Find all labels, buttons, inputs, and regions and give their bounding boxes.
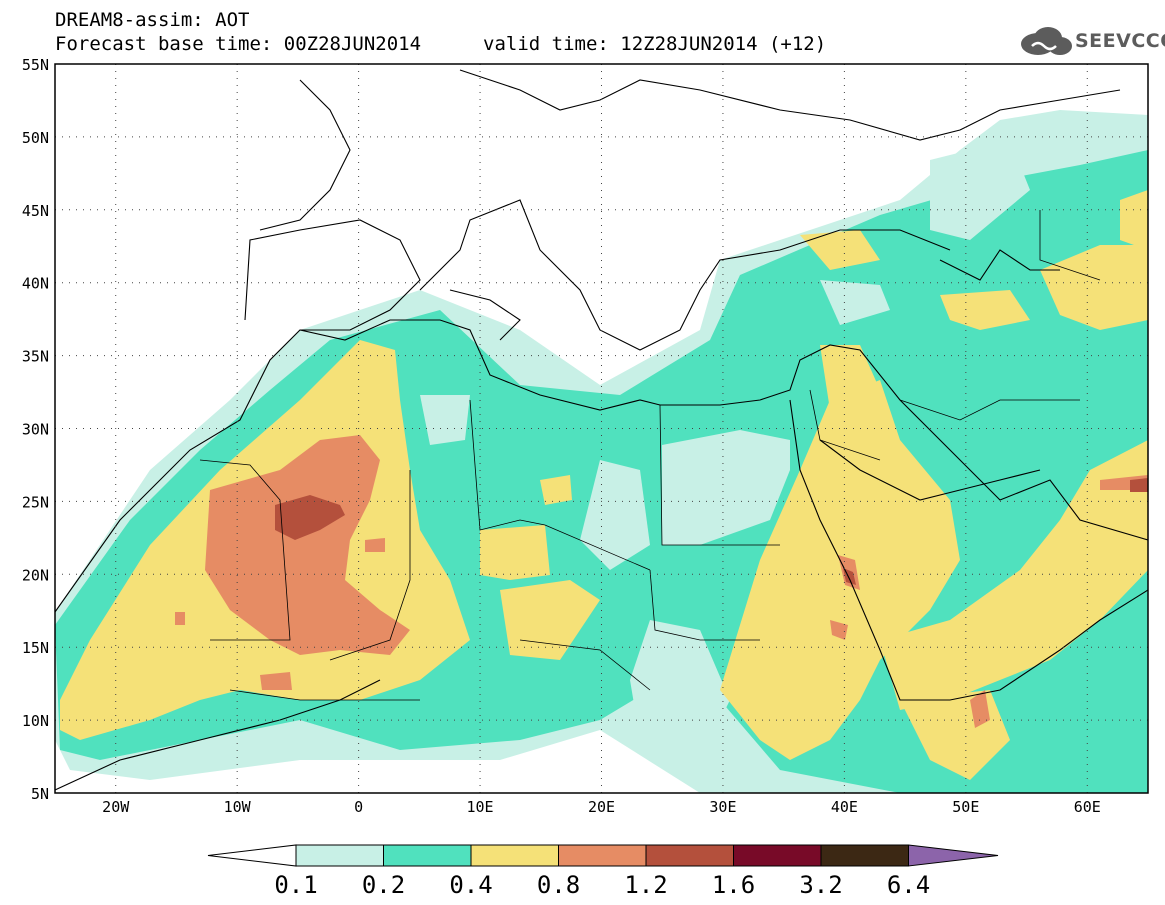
colorbar-segment xyxy=(470,844,559,867)
latitude-labels: 55N 50N 45N 40N 35N 30N 25N 20N 15N 10N 5N xyxy=(22,56,49,803)
lat-label: 10N xyxy=(22,712,49,730)
borders xyxy=(199,210,1101,701)
colorbar-tick-label: 0.4 xyxy=(449,871,493,899)
map-title: DREAM8-assim: AOT xyxy=(55,9,250,31)
colorbar-low-arrow xyxy=(207,844,297,867)
lon-label: 10W xyxy=(224,798,252,816)
lat-label: 20N xyxy=(22,566,49,584)
lat-label: 15N xyxy=(22,639,49,657)
lat-label: 25N xyxy=(22,493,49,511)
valid-time: valid time: 12Z28JUN2014 (+12) xyxy=(483,33,827,55)
logo-text: SEEVCCC xyxy=(1075,30,1165,52)
colorbar-tick-label: 6.4 xyxy=(886,871,931,899)
colorbar-segment xyxy=(820,844,909,867)
lat-label: 40N xyxy=(22,275,49,293)
colorbar-segment xyxy=(295,844,384,867)
lat-label: 5N xyxy=(31,785,49,803)
cloud-logo-icon xyxy=(1021,27,1072,55)
map-frame xyxy=(54,63,1149,794)
colorbar-tick-label: 3.2 xyxy=(799,871,843,899)
colorbar-segment xyxy=(558,844,647,867)
lat-label: 35N xyxy=(22,348,49,366)
lat-label: 55N xyxy=(22,56,49,74)
colorbar-high-arrow xyxy=(908,844,999,867)
graticule xyxy=(55,64,1148,793)
lat-label: 45N xyxy=(22,202,49,220)
colorbar-tick-label: 0.2 xyxy=(361,871,406,899)
colorbar xyxy=(207,844,999,867)
colorbar-tick-label: 1.2 xyxy=(624,871,668,899)
lon-label: 20E xyxy=(588,798,615,816)
lon-label: 60E xyxy=(1074,798,1101,816)
forecast-base-time: Forecast base time: 00Z28JUN2014 xyxy=(55,33,422,55)
colorbar-segment xyxy=(383,844,472,867)
colorbar-tick-label: 1.6 xyxy=(711,871,756,899)
coastlines xyxy=(55,69,1148,791)
lon-label: 0 xyxy=(354,798,363,816)
lat-label: 50N xyxy=(22,129,49,147)
colorbar-tick-label: 0.1 xyxy=(274,871,318,899)
lon-label: 10E xyxy=(467,798,494,816)
lat-label: 30N xyxy=(22,421,49,439)
lon-label: 30E xyxy=(709,798,736,816)
lon-label: 20W xyxy=(102,798,130,816)
longitude-labels: 20W 10W 0 10E 20E 30E 40E 50E 60E xyxy=(102,798,1101,816)
colorbar-tick-label: 0.8 xyxy=(536,871,581,899)
lon-label: 50E xyxy=(952,798,979,816)
lon-label: 40E xyxy=(831,798,858,816)
colorbar-segment xyxy=(733,844,822,867)
colorbar-segment xyxy=(645,844,734,867)
